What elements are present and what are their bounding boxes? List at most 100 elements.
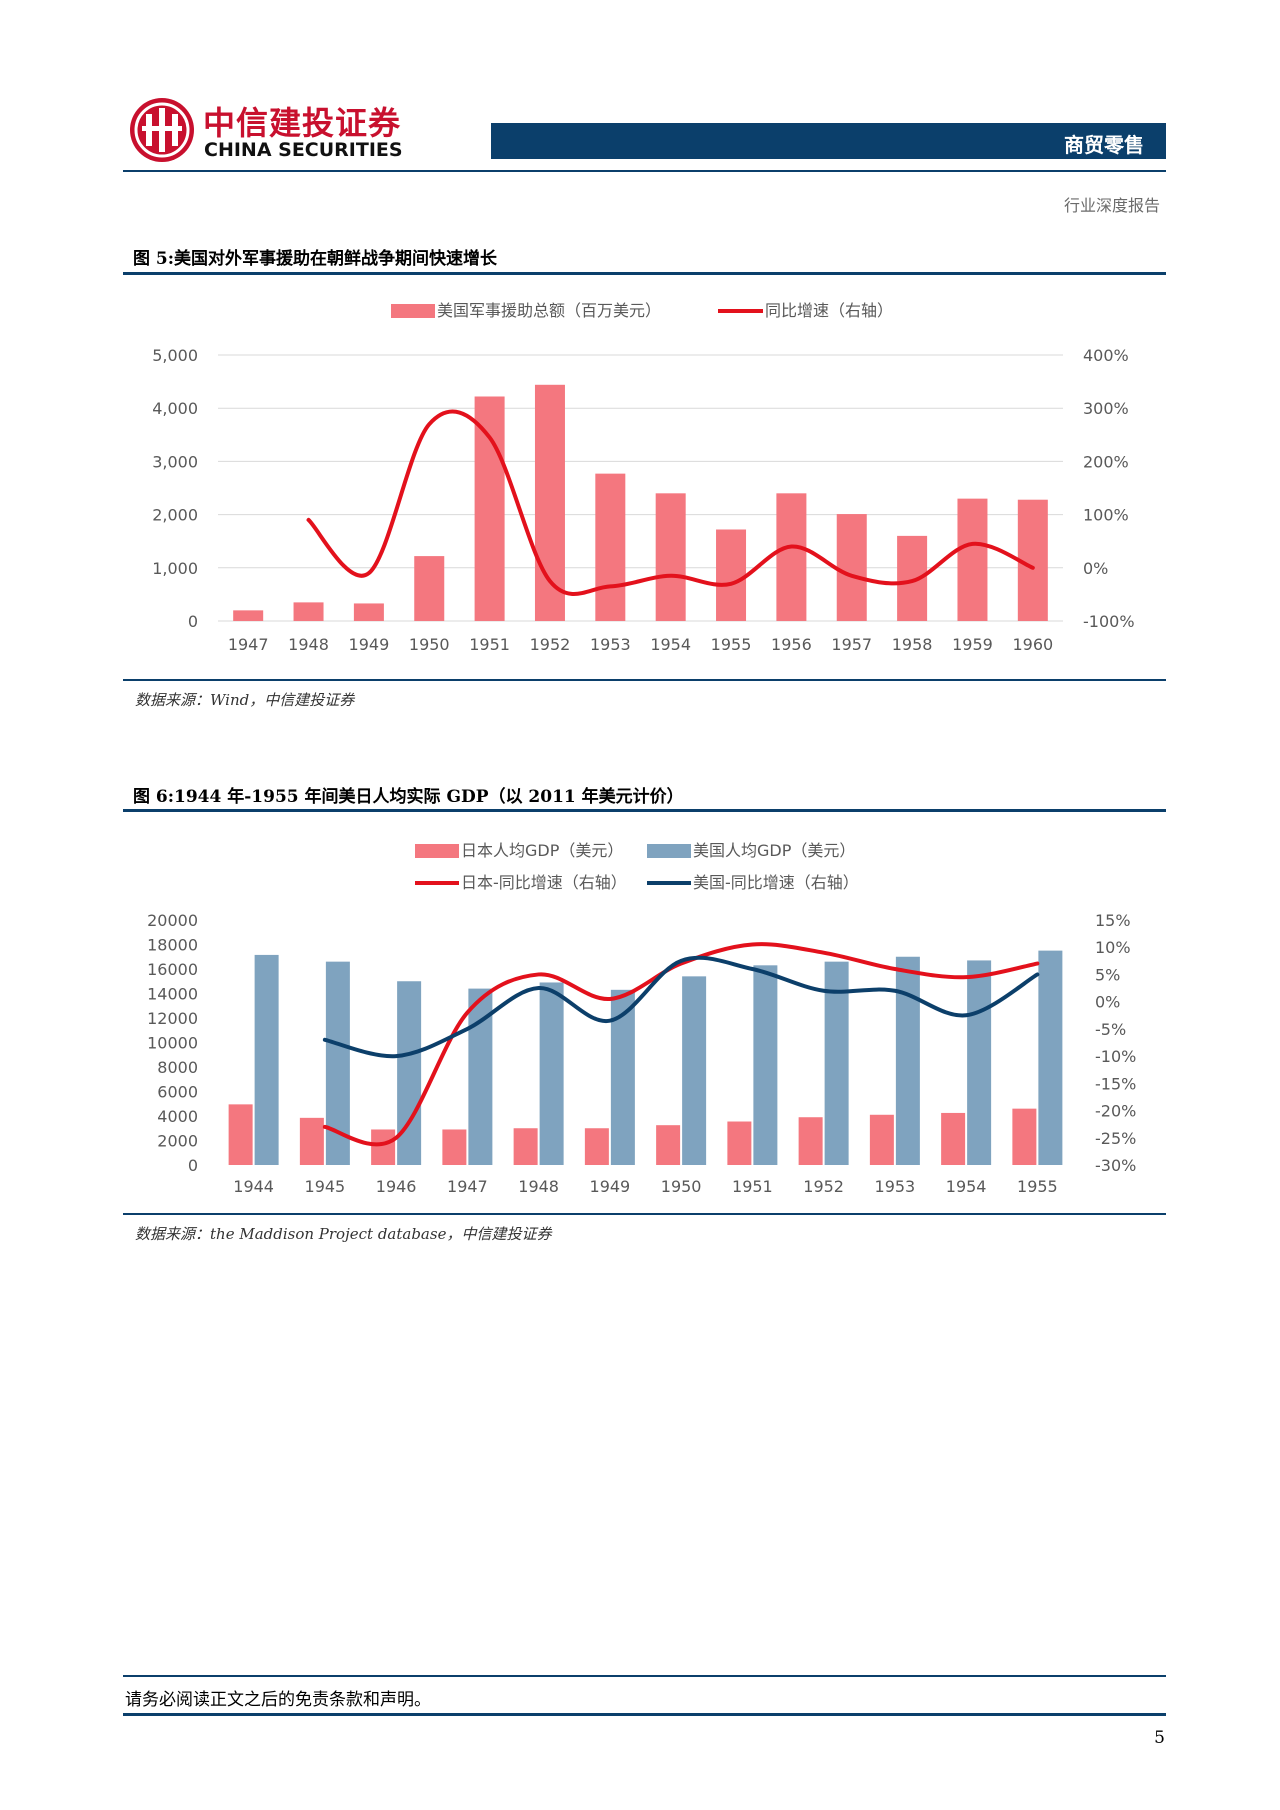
y-left-tick-label: 6000	[157, 1083, 198, 1102]
bar-aid-1947	[233, 610, 264, 621]
x-tick-label: 1944	[233, 1177, 274, 1196]
bar-japan-gdp-1948	[513, 1128, 538, 1165]
y-right-tick-label: -20%	[1095, 1102, 1136, 1121]
bar-japan-gdp-1945	[299, 1117, 324, 1165]
figure5-bottom-rule	[123, 679, 1166, 681]
y-left-tick-label: 5,000	[152, 346, 198, 365]
figure6-title: 图 6:1944 年-1955 年间美日人均实际 GDP（以 2011 年美元计…	[133, 787, 684, 807]
x-tick-label: 1960	[1012, 635, 1053, 654]
us-yoy-growth-line	[322, 955, 1040, 1059]
bar-us-gdp-1952	[824, 961, 849, 1165]
legend-label-aid-total: 美国军事援助总额（百万美元）	[437, 301, 661, 320]
bar-japan-gdp-1947	[442, 1129, 467, 1165]
y-left-tick-label: 2000	[157, 1132, 198, 1151]
y-left-tick-label: 4000	[157, 1107, 198, 1126]
bar-us-gdp-1953	[895, 956, 920, 1165]
y-right-tick-label: -25%	[1095, 1129, 1136, 1148]
bar-japan-gdp-1953	[869, 1114, 894, 1165]
section-banner: 商贸零售	[491, 123, 1166, 159]
bar-us-gdp-1944	[254, 954, 279, 1165]
x-tick-label: 1954	[650, 635, 691, 654]
y-right-tick-label: 100%	[1083, 506, 1129, 525]
report-type-label: 行业深度报告	[1063, 196, 1160, 215]
bar-aid-1955	[716, 529, 747, 621]
bar-japan-gdp-1946	[371, 1129, 396, 1165]
figure6-source: 数据来源：the Maddison Project database，中信建投证…	[135, 1225, 552, 1243]
figure6-bottom-rule	[123, 1213, 1166, 1215]
y-right-tick-label: 300%	[1083, 399, 1129, 418]
x-tick-label: 1952	[530, 635, 571, 654]
figure6-legend: 日本人均GDP（美元） 美国人均GDP（美元） 日本-同比增速（右轴） 美国-同…	[415, 841, 859, 892]
footer-top-rule	[123, 1675, 1166, 1677]
page-number: 5	[1154, 1728, 1165, 1748]
x-tick-label: 1954	[946, 1177, 987, 1196]
figure6-chart: 日本人均GDP（美元） 美国人均GDP（美元） 日本-同比增速（右轴） 美国-同…	[147, 841, 1136, 1196]
figure5-chart: 美国军事援助总额（百万美元） 同比增速（右轴） 0 1,000 2,000 3,000…	[152, 301, 1135, 654]
x-tick-label: 1959	[952, 635, 993, 654]
x-tick-label: 1952	[803, 1177, 844, 1196]
china-securities-logo-icon	[130, 98, 194, 162]
y-right-tick-label: 5%	[1095, 965, 1120, 984]
x-tick-label: 1949	[590, 1177, 631, 1196]
y-right-tick-label: 200%	[1083, 452, 1129, 471]
x-tick-label: 1950	[409, 635, 450, 654]
y-left-tick-label: 12000	[147, 1009, 198, 1028]
y-left-tick-label: 8000	[157, 1058, 198, 1077]
y-right-tick-label: -30%	[1095, 1156, 1136, 1175]
bar-aid-1953	[595, 473, 626, 621]
bar-japan-gdp-1950	[656, 1125, 681, 1165]
footer-bottom-rule	[123, 1713, 1166, 1716]
bar-aid-1950	[414, 556, 445, 621]
y-right-tick-label: 0%	[1095, 993, 1120, 1012]
bar-us-gdp-1948	[539, 982, 564, 1165]
legend-swatch-aid-total	[391, 304, 435, 318]
yoy-growth-line	[306, 409, 1035, 596]
x-tick-label: 1947	[228, 635, 269, 654]
y-right-tick-label: -15%	[1095, 1074, 1136, 1093]
legend-label-us-yoy: 美国-同比增速（右轴）	[693, 873, 859, 892]
bar-aid-1957	[836, 514, 867, 621]
figure5-title: 图 5:美国对外军事援助在朝鲜战争期间快速增长	[133, 249, 498, 269]
x-tick-label: 1948	[288, 635, 329, 654]
figure5-source: 数据来源：Wind，中信建投证券	[135, 691, 355, 709]
bar-japan-gdp-1954	[941, 1112, 966, 1165]
x-tick-label: 1947	[447, 1177, 488, 1196]
header-divider	[123, 170, 1166, 172]
y-right-tick-label: 400%	[1083, 346, 1129, 365]
y-left-tick-label: 14000	[147, 985, 198, 1004]
x-tick-label: 1958	[892, 635, 933, 654]
figure5-legend: 美国军事援助总额（百万美元） 同比增速（右轴）	[391, 301, 893, 320]
bar-us-gdp-1951	[753, 965, 778, 1165]
bar-aid-1948	[293, 602, 324, 621]
y-left-tick-label: 4,000	[152, 399, 198, 418]
x-tick-label: 1955	[1017, 1177, 1058, 1196]
figure5-top-rule	[123, 272, 1166, 275]
bar-aid-1959	[957, 498, 988, 621]
bar-aid-1952	[534, 384, 565, 621]
brand-name-cn: 中信建投证券	[203, 104, 402, 142]
x-tick-label: 1951	[732, 1177, 773, 1196]
bar-japan-gdp-1951	[727, 1121, 752, 1165]
x-tick-label: 1953	[875, 1177, 916, 1196]
y-left-tick-label: 16000	[147, 960, 198, 979]
figure6-top-rule	[123, 809, 1166, 812]
y-left-tick-label: 0	[188, 1156, 198, 1175]
y-left-tick-label: 2,000	[152, 506, 198, 525]
y-right-tick-label: -5%	[1095, 1020, 1126, 1039]
y-left-tick-label: 3,000	[152, 452, 198, 471]
y-left-tick-label: 10000	[147, 1034, 198, 1053]
bar-japan-gdp-1952	[798, 1117, 823, 1165]
x-tick-label: 1953	[590, 635, 631, 654]
y-right-tick-label: -100%	[1083, 612, 1135, 631]
x-tick-label: 1949	[349, 635, 390, 654]
brand-name-en: CHINA SECURITIES	[204, 139, 403, 161]
x-tick-label: 1956	[771, 635, 812, 654]
legend-label-us-gdp: 美国人均GDP（美元）	[693, 841, 855, 860]
legend-label-japan-gdp: 日本人均GDP（美元）	[461, 841, 623, 860]
bar-us-gdp-1946	[397, 981, 422, 1165]
x-tick-label: 1945	[305, 1177, 346, 1196]
legend-label-yoy: 同比增速（右轴）	[765, 301, 893, 320]
bar-us-gdp-1950	[682, 976, 707, 1165]
bar-us-gdp-1955	[1038, 950, 1063, 1165]
disclaimer-text: 请务必阅读正文之后的免责条款和声明。	[125, 1690, 431, 1710]
